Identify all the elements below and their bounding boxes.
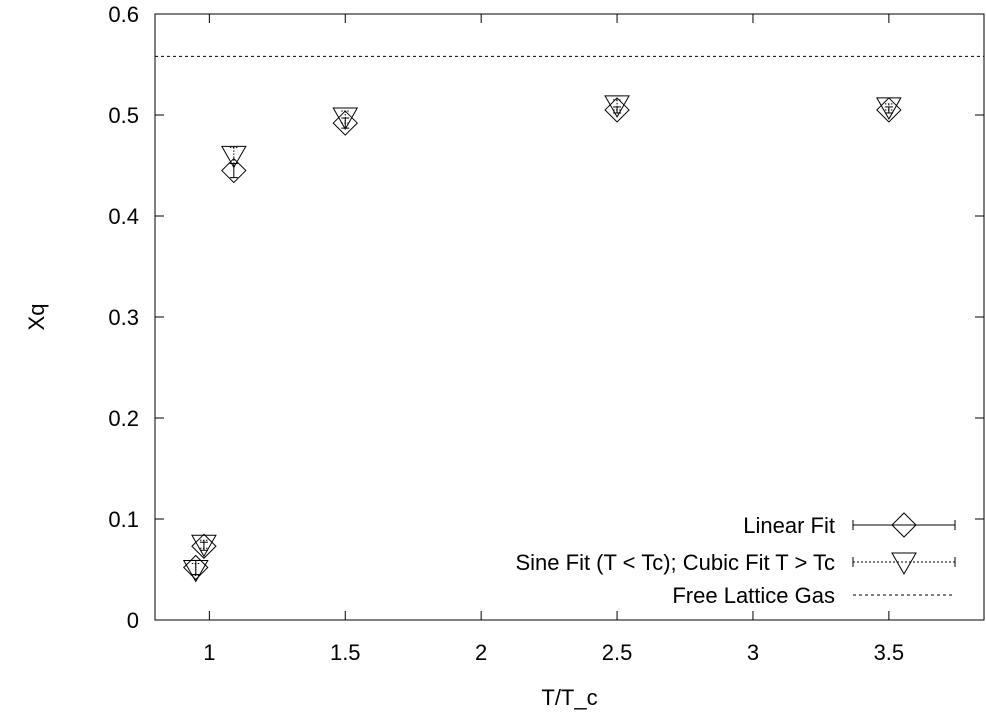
data-point-triangle bbox=[876, 97, 902, 120]
legend-label: Linear Fit bbox=[743, 513, 835, 538]
legend-label: Free Lattice Gas bbox=[672, 583, 835, 608]
y-tick-label: 0.1 bbox=[108, 507, 139, 532]
data-point-triangle bbox=[182, 560, 209, 583]
series-2 bbox=[182, 95, 902, 583]
data-point-triangle bbox=[220, 145, 247, 169]
legend: Linear Fit Sine Fit (T < Tc); Cubic Fit T… bbox=[515, 512, 956, 608]
legend-entry-3: Free Lattice Gas bbox=[672, 583, 955, 608]
data-point-diamond bbox=[221, 157, 247, 184]
x-tick-label: 3 bbox=[747, 640, 759, 665]
x-tick-label: 2 bbox=[475, 640, 487, 665]
x-tick-label: 2.5 bbox=[602, 640, 633, 665]
legend-entry-1: Linear Fit bbox=[743, 512, 956, 538]
y-tick-label: 0.3 bbox=[108, 305, 139, 330]
data-point-diamond bbox=[876, 97, 902, 123]
y-tick-label: 0 bbox=[127, 608, 139, 633]
data-point-diamond bbox=[183, 554, 209, 581]
marks bbox=[155, 55, 984, 583]
data-point-diamond bbox=[604, 97, 630, 123]
data-point-triangle bbox=[191, 534, 217, 558]
plot-frame bbox=[154, 13, 985, 621]
y-tick-label: 0.4 bbox=[108, 204, 139, 229]
x-tick-label: 1 bbox=[203, 640, 215, 665]
data-point-triangle bbox=[604, 95, 630, 118]
legend-marker-triangle bbox=[891, 552, 917, 576]
y-tick-label: 0.2 bbox=[108, 406, 139, 431]
legend-entry-2: Sine Fit (T < Tc); Cubic Fit T > Tc bbox=[515, 550, 956, 576]
data-point-diamond bbox=[332, 110, 358, 136]
y-tick-label: 0.6 bbox=[108, 2, 139, 27]
legend-marker-diamond bbox=[891, 512, 917, 538]
x-tick-label: 1.5 bbox=[330, 640, 361, 665]
axes: 1 1.5 2 2.5 3 3.5 0 0.1 0.2 0.3 0.4 0.5 0.6 bbox=[108, 2, 985, 665]
data-point-triangle bbox=[332, 107, 359, 131]
x-tick-label: 3.5 bbox=[874, 640, 905, 665]
legend-label: Sine Fit (T < Tc); Cubic Fit T > Tc bbox=[515, 550, 835, 575]
x-axis-title: T/T_c bbox=[541, 685, 597, 710]
series-1 bbox=[183, 97, 902, 581]
y-tick-label: 0.5 bbox=[108, 103, 139, 128]
y-axis-title: Xq bbox=[24, 304, 49, 331]
